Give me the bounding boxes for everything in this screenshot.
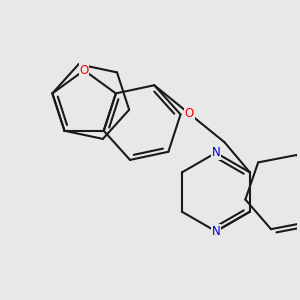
Text: N: N — [212, 225, 220, 238]
Text: O: O — [80, 64, 89, 77]
Text: O: O — [185, 107, 194, 120]
Text: N: N — [212, 146, 220, 159]
